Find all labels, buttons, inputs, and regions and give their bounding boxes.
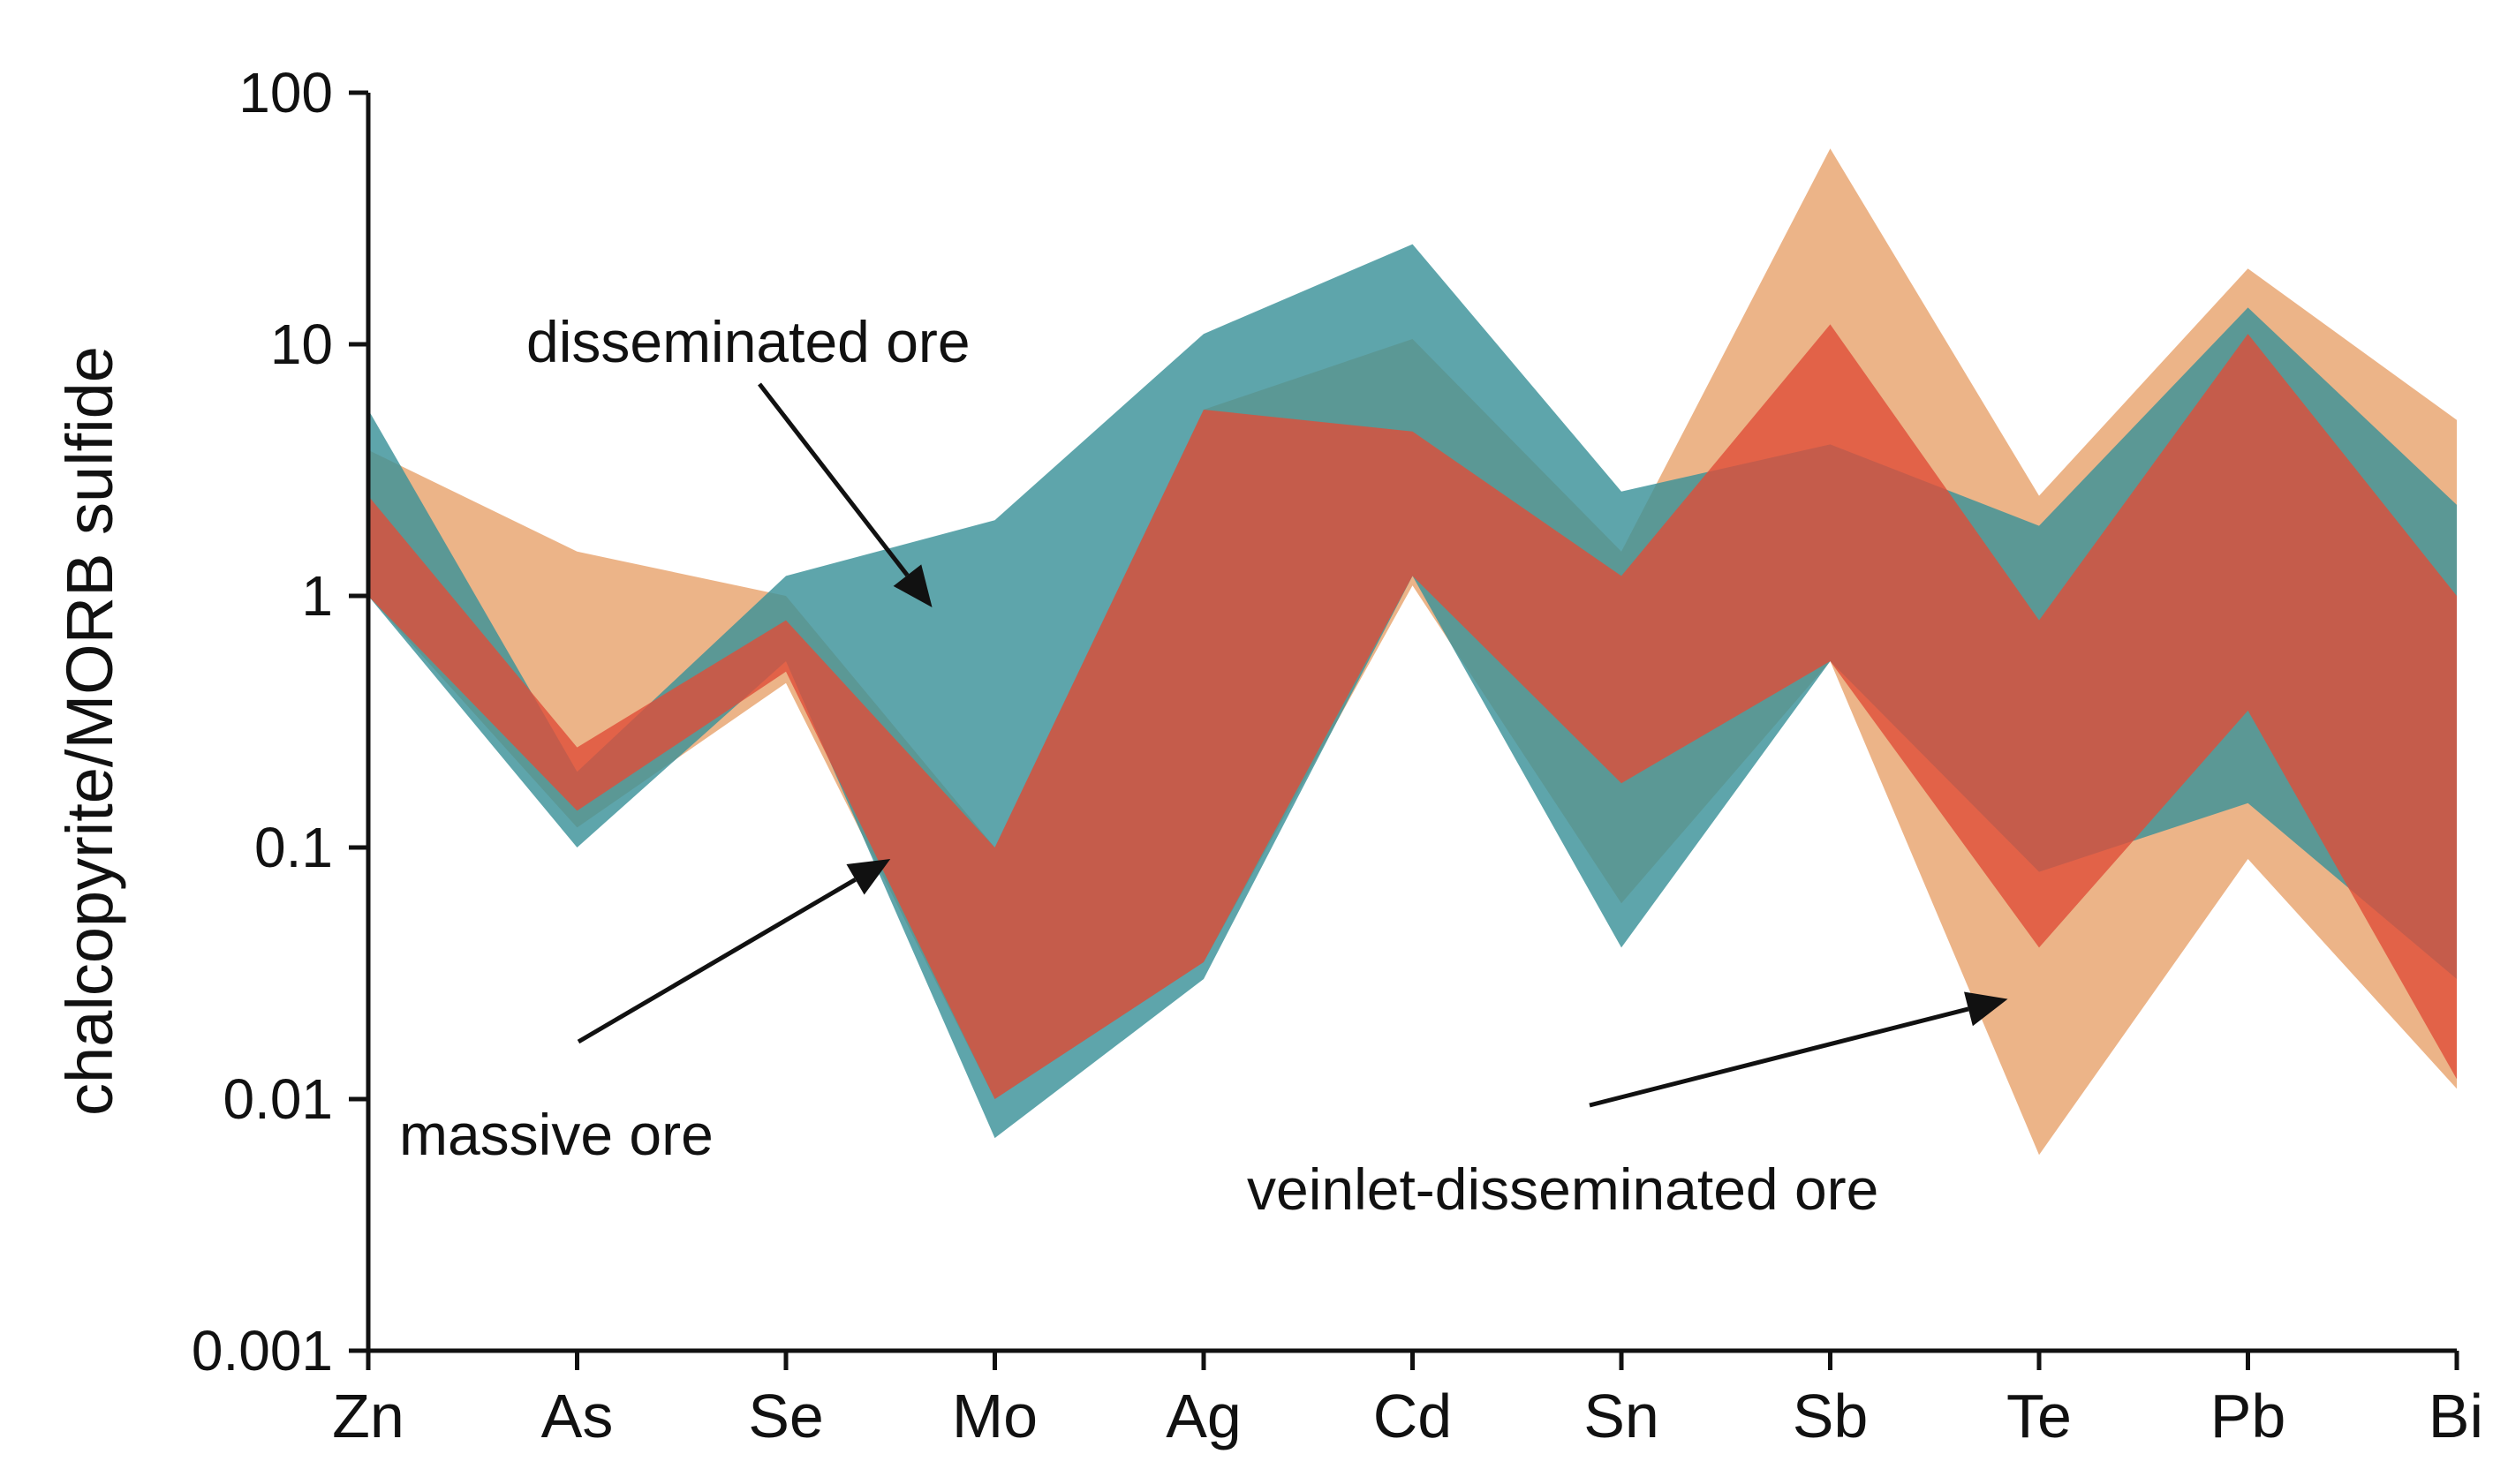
x-tick-label-te: Te [2006,1382,2072,1450]
y-tick-label: 100 [238,61,333,124]
annotation-arrow-line [577,878,857,1044]
area-massive-ore [368,324,2457,1099]
annotation-arrow-head [893,564,933,608]
annotation-arrows [577,382,2008,1108]
area-veinlet-disseminated-ore [368,148,2457,1156]
annotation-disseminated-ore: disseminated ore [526,309,971,374]
x-tick-label-mo: Mo [952,1382,1038,1450]
annotation-massive-ore: massive ore [399,1102,714,1167]
x-tick-label-zn: Zn [332,1382,404,1450]
y-tick-label: 1 [301,564,333,628]
y-tick-label: 0.001 [192,1319,333,1382]
x-tick-label-as: As [541,1382,614,1450]
chart-areas [368,148,2457,1156]
y-tick-label: 0.1 [254,816,333,879]
annotation-arrow-line [758,382,910,577]
annotation-arrow-head [1964,991,2008,1027]
x-ticks: Zn As Se Mo Ag Cd Sn Sb Te Pb Bi [332,1351,2483,1450]
x-tick-label-ag: Ag [1166,1382,1242,1450]
y-tick-label: 0.01 [223,1067,333,1131]
x-tick-label-se: Se [748,1382,824,1450]
annotation-veinlet-disseminated-ore: veinlet-disseminated ore [1247,1156,1878,1222]
annotation-arrow-line [1589,1006,1969,1108]
y-axis-title: chalcopyrite/MORB sulfide [53,346,126,1116]
x-tick-label-pb: Pb [2210,1382,2286,1450]
y-tick-label: 10 [270,313,333,376]
y-ticks: 100 10 1 0.1 0.01 0.001 [192,61,368,1382]
x-tick-label-sn: Sn [1583,1382,1659,1450]
annotations: disseminated ore massive ore veinlet-dis… [399,309,1878,1222]
x-tick-label-sb: Sb [1793,1382,1869,1450]
annotation-arrow-head [846,859,891,895]
x-tick-label-cd: Cd [1373,1382,1452,1450]
x-tick-label-bi: Bi [2429,1382,2483,1450]
